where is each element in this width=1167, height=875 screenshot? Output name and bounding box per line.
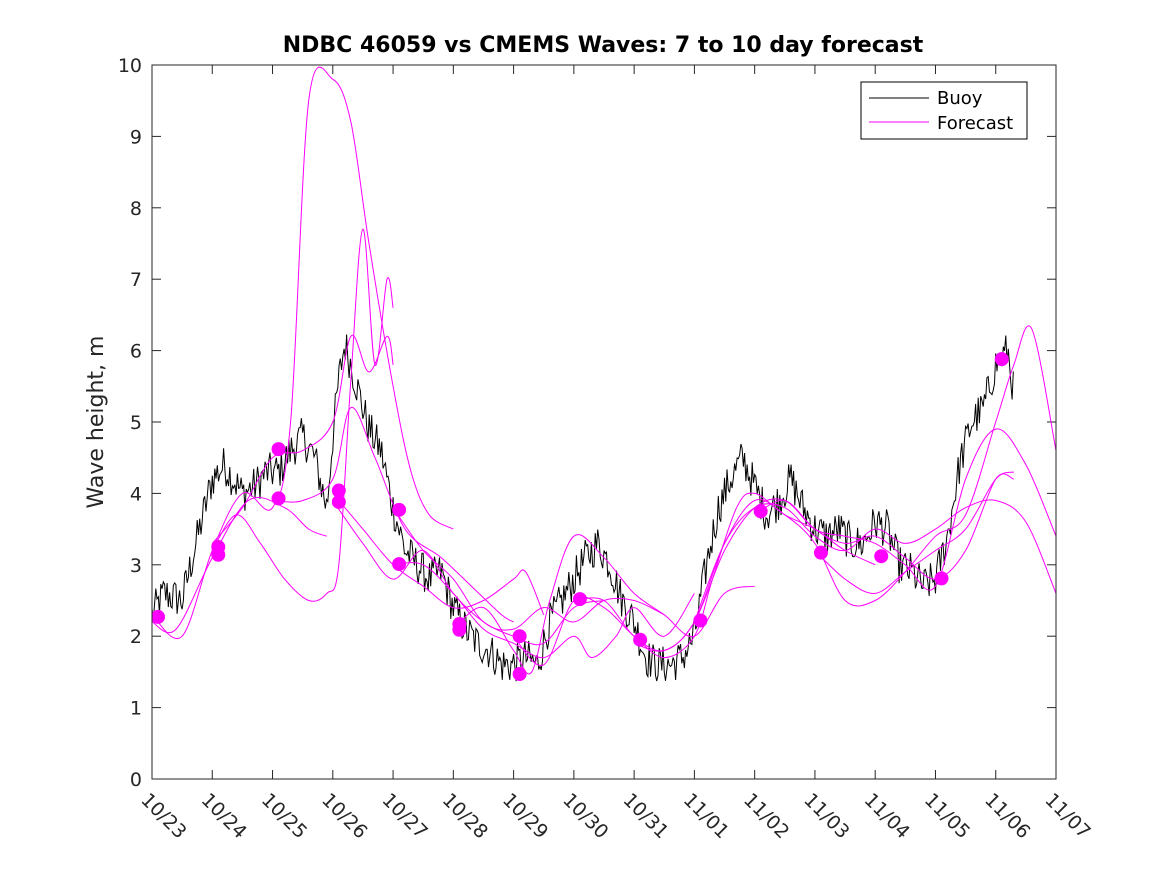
chart-title: NDBC 46059 vs CMEMS Waves: 7 to 10 day f… — [283, 33, 924, 58]
legend-forecast-label: Forecast — [937, 113, 1013, 134]
forecast-start-marker — [874, 549, 889, 564]
forecast-series-line — [332, 493, 545, 615]
forecast-series-line — [452, 534, 755, 675]
forecast-start-marker — [994, 352, 1009, 367]
forecast-start-marker — [152, 609, 166, 624]
forecast-start-marker — [753, 504, 768, 519]
forecast-start-marker — [392, 557, 407, 572]
legend-buoy-label: Buoy — [937, 88, 983, 109]
forecast-series-line — [211, 334, 394, 544]
forecast-series-line — [814, 471, 1014, 594]
y-tick-label: 3 — [130, 555, 142, 577]
forecast-series-line — [693, 499, 1056, 623]
forecast-start-marker — [633, 632, 648, 647]
y-tick-label: 4 — [130, 483, 142, 505]
forecast-start-marker — [211, 547, 226, 562]
legend: Buoy Forecast — [860, 81, 1028, 140]
legend-box — [860, 81, 1028, 140]
forecast-series-line — [754, 473, 1014, 580]
forecast-series-line — [633, 325, 1056, 652]
forecast-start-marker — [693, 613, 708, 628]
y-tick-label: 9 — [130, 126, 142, 148]
forecast-series-line — [392, 507, 665, 631]
y-tick-label: 2 — [130, 626, 142, 648]
forecast-start-marker — [452, 622, 467, 637]
forecast-series-line — [152, 66, 454, 640]
forecast-start-marker — [512, 667, 527, 682]
y-tick-label: 6 — [130, 341, 142, 363]
forecast-series-line — [211, 228, 394, 602]
buoy-series-line — [152, 334, 1014, 682]
forecast-series-line — [152, 496, 327, 634]
y-tick-label: 7 — [130, 269, 142, 291]
forecast-start-marker — [271, 442, 286, 457]
y-tick-label: 5 — [130, 412, 142, 434]
forecast-series-line — [393, 562, 695, 659]
forecast-start-marker — [572, 592, 587, 607]
forecast-start-marker — [934, 571, 949, 586]
forecast-start-marker — [813, 545, 828, 560]
forecast-start-marker — [512, 629, 527, 644]
forecast-start-marker — [271, 491, 286, 506]
forecast-series-line — [332, 500, 605, 646]
forecast-start-marker — [392, 502, 407, 517]
y-tick-label: 1 — [130, 698, 142, 720]
plot-frame — [151, 64, 1057, 780]
y-tick-label: 0 — [130, 769, 142, 791]
y-tick-label: 8 — [130, 198, 142, 220]
y-axis-label: Wave height, m — [84, 336, 109, 509]
y-tick-label: 10 — [118, 55, 142, 77]
forecast-start-marker — [331, 494, 346, 509]
